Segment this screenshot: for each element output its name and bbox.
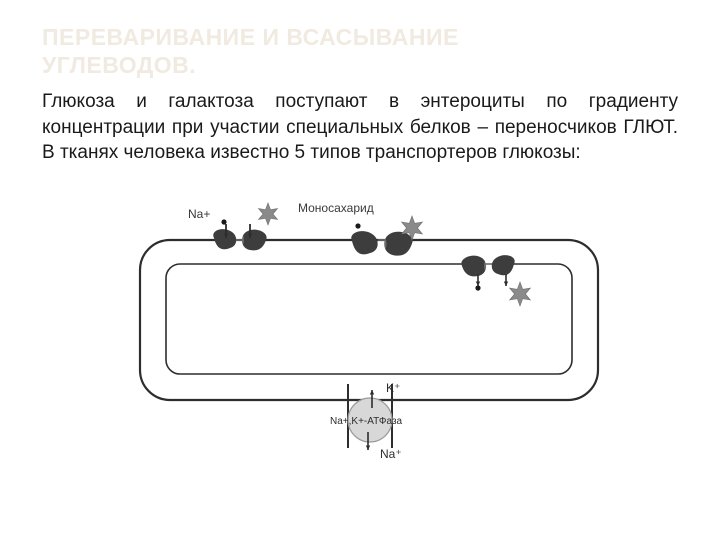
svg-text:Na+: Na+: [188, 207, 210, 221]
diagram-container: Na+ Моносахарид K⁺ Na+,K+-АТФаза Na⁺: [42, 184, 678, 464]
svg-text:K⁺: K⁺: [386, 381, 400, 395]
body-paragraph: Глюкоза и галактоза поступают в энтероци…: [42, 89, 678, 166]
transport-diagram: Na+ Моносахарид K⁺ Na+,K+-АТФаза Na⁺: [80, 184, 640, 464]
slide-title: ПЕРЕВАРИВАНИЕ И ВСАСЫВАНИЕ УГЛЕВОДОВ.: [42, 24, 678, 79]
title-line-2: УГЛЕВОДОВ.: [42, 52, 196, 78]
svg-text:Моносахарид: Моносахарид: [298, 201, 374, 215]
title-line-1: ПЕРЕВАРИВАНИЕ И ВСАСЫВАНИЕ: [42, 24, 459, 50]
svg-text:Na⁺: Na⁺: [380, 447, 402, 461]
slide: ПЕРЕВАРИВАНИЕ И ВСАСЫВАНИЕ УГЛЕВОДОВ. Гл…: [0, 0, 720, 540]
svg-text:Na+,K+-АТФаза: Na+,K+-АТФаза: [330, 416, 403, 427]
